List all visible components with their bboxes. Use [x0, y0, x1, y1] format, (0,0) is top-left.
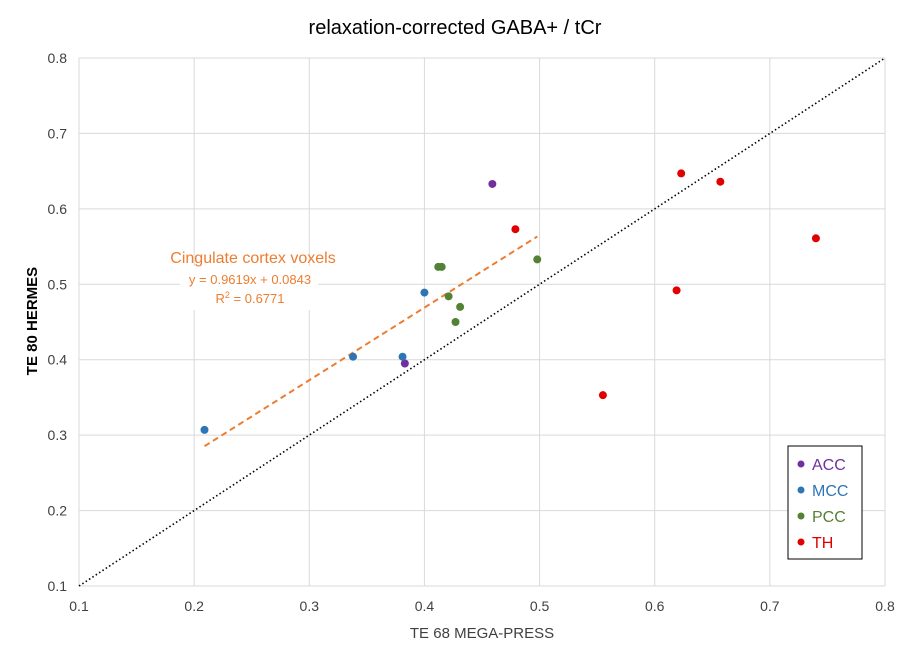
x-axis-title: TE 68 MEGA-PRESS — [410, 625, 554, 642]
legend: ACC MCC PCC TH — [787, 445, 863, 560]
data-point-pcc — [437, 262, 446, 271]
data-point-th — [677, 169, 686, 178]
y-tick-label: 0.1 — [48, 578, 68, 594]
y-tick-label: 0.6 — [48, 201, 68, 217]
data-point-mcc — [200, 425, 209, 434]
x-tick-label: 0.8 — [875, 598, 895, 614]
trendline-annotation: Cingulate cortex voxels y = 0.9619x + 0.… — [170, 250, 336, 310]
y-tick-label: 0.5 — [48, 276, 68, 292]
data-point-acc — [488, 179, 497, 188]
data-points — [200, 169, 820, 434]
x-tick-label: 0.3 — [300, 598, 320, 614]
legend-label-pcc: PCC — [812, 509, 846, 526]
data-point-pcc — [533, 255, 542, 264]
legend-marker-pcc — [797, 512, 805, 520]
legend-label-acc: ACC — [812, 457, 846, 474]
trendline-r-squared: R2 = 0.6771 — [216, 290, 285, 306]
reference-lines — [78, 57, 886, 587]
r-squared-superscript: 2 — [225, 290, 230, 300]
data-point-mcc — [398, 352, 407, 361]
x-tick-label: 0.7 — [760, 598, 780, 614]
y-tick-label: 0.4 — [48, 352, 68, 368]
tick-labels: 0.1 0.2 0.3 0.4 0.5 0.6 0.7 0.8 0.1 0.2 0.3 0.4 0.5 0… — [48, 50, 895, 614]
x-tick-label: 0.6 — [645, 598, 665, 614]
data-point-th — [672, 286, 681, 295]
legend-label-th: TH — [812, 535, 833, 552]
x-tick-label: 0.4 — [415, 598, 435, 614]
y-tick-label: 0.8 — [48, 50, 68, 66]
trendline-label: Cingulate cortex voxels — [170, 250, 335, 267]
data-point-th — [811, 234, 820, 243]
data-point-pcc — [456, 302, 465, 311]
data-point-th — [716, 177, 725, 186]
data-point-pcc — [451, 318, 460, 326]
x-tick-label: 0.2 — [184, 598, 204, 614]
data-point-th — [511, 225, 520, 234]
legend-marker-mcc — [797, 486, 805, 494]
data-point-th — [598, 391, 607, 400]
gridlines — [78, 57, 886, 587]
y-axis-title: TE 80 HERMES — [24, 267, 41, 375]
legend-marker-th — [797, 538, 805, 546]
legend-label-mcc: MCC — [812, 483, 848, 500]
r-squared-value: = 0.6771 — [230, 291, 285, 306]
x-tick-label: 0.5 — [530, 598, 550, 614]
data-point-pcc — [444, 292, 453, 301]
annotation-background — [180, 266, 318, 310]
y-tick-label: 0.3 — [48, 427, 68, 443]
r-squared-symbol: R — [216, 291, 225, 306]
identity-line — [78, 57, 886, 587]
legend-marker-acc — [797, 460, 805, 468]
x-tick-label: 0.1 — [69, 598, 89, 614]
chart-title: relaxation-corrected GABA+ / tCr — [309, 17, 602, 39]
data-point-mcc — [349, 352, 358, 361]
trendline-equation: y = 0.9619x + 0.0843 — [189, 272, 311, 287]
y-tick-label: 0.2 — [48, 503, 68, 519]
trendline — [203, 235, 538, 448]
y-tick-label: 0.7 — [48, 125, 68, 141]
data-point-mcc — [420, 288, 429, 297]
data-point-acc — [400, 359, 409, 368]
